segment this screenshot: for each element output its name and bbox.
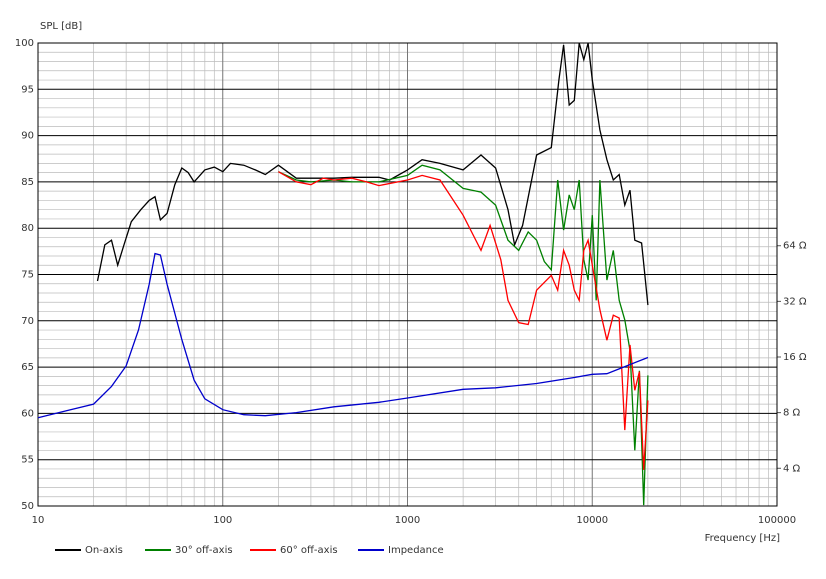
x-tick-label: 10: [32, 515, 45, 526]
y-axis-label: SPL [dB]: [40, 21, 82, 32]
y-tick-label: 65: [21, 362, 34, 373]
y2-tick-label: 32 Ω: [783, 296, 807, 307]
y-tick-label: 55: [21, 455, 34, 466]
y-tick-label: 75: [21, 270, 34, 281]
y2-tick-label: 8 Ω: [783, 408, 801, 419]
y-tick-label: 100: [15, 38, 34, 49]
series-line: [278, 171, 649, 470]
series-line: [278, 164, 649, 506]
legend-label: 60° off-axis: [280, 545, 338, 556]
x-tick-label: 100000: [758, 515, 796, 526]
legend-label: On-axis: [85, 545, 123, 556]
y-tick-label: 70: [21, 316, 34, 327]
y-tick-label: 50: [21, 501, 34, 512]
y2-tick-label: 16 Ω: [783, 352, 807, 363]
y2-tick-label: 4 Ω: [783, 463, 801, 474]
y-tick-label: 60: [21, 408, 34, 419]
plot-frame: [37, 42, 778, 507]
x-axis-label: Frequency [Hz]: [705, 533, 781, 544]
y-tick-label: 80: [21, 223, 34, 234]
y-tick-label: 95: [21, 84, 34, 95]
series-line: [37, 252, 649, 419]
x-tick-label: 1000: [395, 515, 420, 526]
y-tick-label: 85: [21, 177, 34, 188]
legend-label: Impedance: [388, 545, 444, 556]
legend-label: 30° off-axis: [175, 545, 233, 556]
y2-tick-label: 64 Ω: [783, 241, 807, 252]
x-tick-label: 100: [213, 515, 232, 526]
x-tick-label: 10000: [576, 515, 608, 526]
y-tick-label: 90: [21, 131, 34, 142]
